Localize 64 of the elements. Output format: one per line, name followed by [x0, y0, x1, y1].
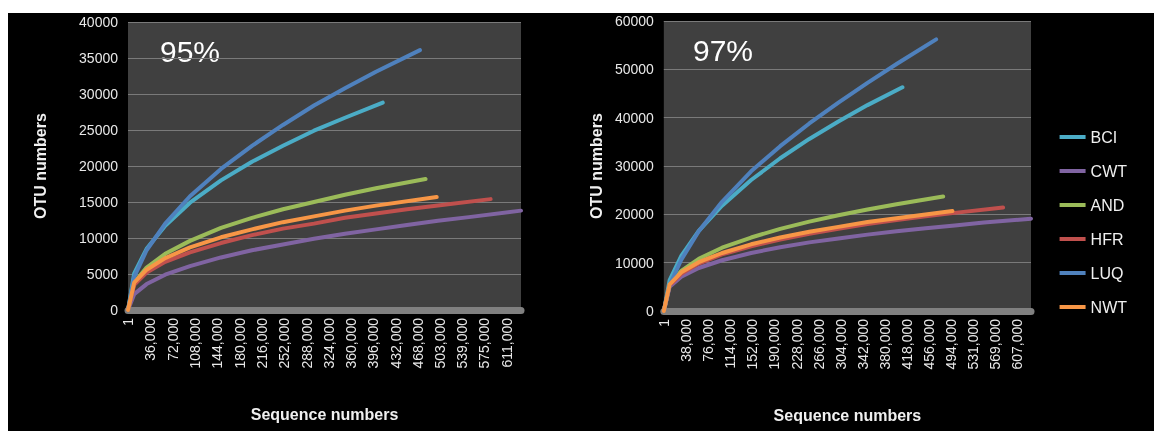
- y-tick-label: 20000: [614, 206, 655, 223]
- x-tick-label: 38,000: [677, 318, 694, 362]
- x-tick-label: 108,000: [186, 317, 203, 369]
- y-tick-label: 10000: [79, 230, 119, 246]
- x-tick-label: 304,000: [832, 318, 849, 370]
- y-tick-label: 0: [110, 302, 119, 318]
- legend-label: CWT: [1090, 162, 1128, 180]
- x-tick-label: 494,000: [943, 318, 960, 370]
- annotation: 95%: [160, 34, 221, 68]
- x-tick-label: 76,000: [700, 318, 717, 362]
- x-tick-label: 288,000: [298, 317, 315, 369]
- x-tick-label: 503,000: [431, 317, 448, 369]
- x-tick-label: 190,000: [766, 318, 783, 370]
- x-tick-label: 1: [655, 318, 672, 327]
- x-tick-label: 569,000: [986, 318, 1003, 370]
- x-tick-label: 607,000: [1009, 318, 1026, 370]
- x-tick-label: 360,000: [343, 317, 360, 369]
- legend-label: NWT: [1090, 298, 1128, 316]
- y-tick-label: 0: [646, 303, 655, 319]
- x-tick-label: 324,000: [320, 317, 337, 369]
- x-tick-label: 216,000: [253, 317, 270, 369]
- x-tick-label: 380,000: [876, 318, 893, 370]
- line-series: [126, 194, 439, 312]
- legend-label: LUQ: [1090, 264, 1124, 282]
- y-tick-label: 30000: [79, 86, 119, 102]
- y-tick-label: 25000: [79, 122, 119, 138]
- x-tick-label: 266,000: [810, 318, 827, 370]
- y-tick-label: 40000: [79, 14, 119, 30]
- x-tick-label: 252,000: [276, 317, 293, 369]
- x-tick-label: 144,000: [209, 317, 226, 369]
- legend-label: HFR: [1090, 230, 1124, 248]
- x-tick-label: 611,000: [498, 317, 515, 368]
- x-tick-label: 72,000: [164, 317, 181, 361]
- x-tick-label: 468,000: [410, 317, 427, 369]
- x-tick-label: 36,000: [142, 317, 159, 361]
- y-tick-label: 35000: [79, 50, 119, 66]
- x-tick-label: 180,000: [231, 317, 248, 369]
- x-tick-label: 396,000: [365, 317, 382, 369]
- x-tick-label: 456,000: [921, 318, 938, 370]
- y-tick-label: 30000: [614, 158, 655, 174]
- x-tick-label: 418,000: [899, 318, 916, 370]
- legend-label: BCI: [1090, 128, 1118, 146]
- y-tick-label: 15000: [79, 194, 119, 210]
- x-tick-label: 531,000: [964, 318, 981, 370]
- x-tick-label: 228,000: [788, 318, 805, 370]
- x-tick-label: 152,000: [744, 318, 761, 370]
- x-axis-title: Sequence numbers: [250, 405, 399, 423]
- x-tick-label: 114,000: [722, 318, 739, 369]
- y-tick-label: 10000: [614, 254, 655, 271]
- annotation: 97%: [693, 33, 754, 67]
- x-axis-title: Sequence numbers: [773, 406, 922, 424]
- y-tick-label: 50000: [614, 61, 655, 78]
- x-tick-label: 539,000: [454, 317, 471, 369]
- y-tick-label: 5000: [86, 266, 119, 282]
- y-tick-label: 40000: [614, 109, 655, 126]
- x-tick-label: 575,000: [476, 317, 493, 369]
- x-tick-label: 432,000: [387, 317, 404, 369]
- x-tick-label: 1: [120, 317, 136, 326]
- y-tick-label: 60000: [614, 13, 655, 29]
- y-axis-title: OTU numbers: [587, 113, 605, 219]
- x-tick-label: 342,000: [854, 318, 871, 370]
- y-axis-title: OTU numbers: [31, 113, 49, 219]
- legend-label: AND: [1090, 196, 1125, 214]
- y-tick-label: 20000: [79, 158, 119, 174]
